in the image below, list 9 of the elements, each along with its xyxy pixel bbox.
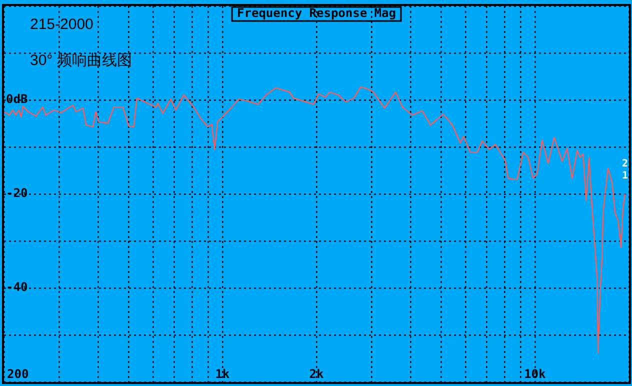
- x-tick-label: 200: [6, 367, 29, 382]
- y-tick-label: 0dB: [6, 92, 28, 106]
- annotation: 1: [622, 170, 628, 182]
- chart-title: Frequency Response Mag: [237, 6, 396, 20]
- text: 215-2000: [30, 16, 94, 34]
- annotation: 2: [622, 158, 628, 170]
- x-tick-label: 1k: [215, 367, 230, 382]
- x-tick-label: 2k: [309, 367, 324, 382]
- x-tick-label: 10k: [524, 367, 547, 382]
